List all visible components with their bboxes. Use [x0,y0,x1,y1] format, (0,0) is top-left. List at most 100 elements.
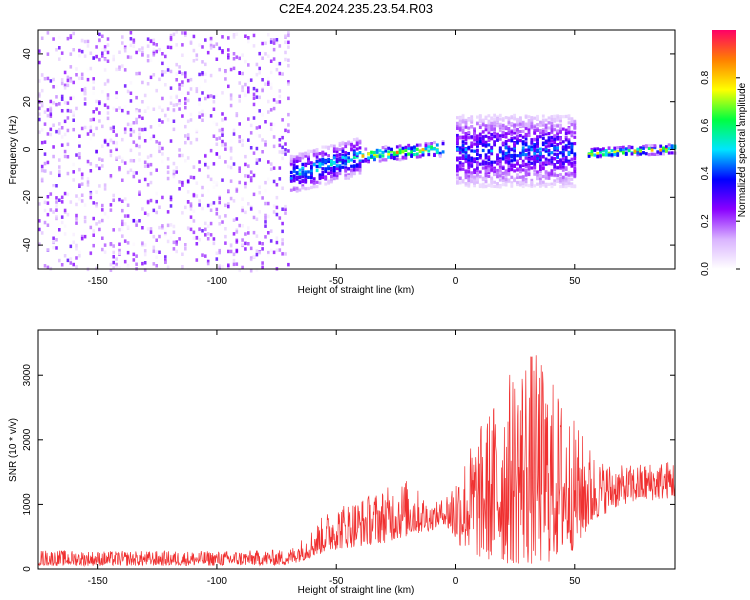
spectrogram-cell [307,170,310,174]
spectrogram-cell [49,132,53,137]
spectrogram-cell [344,168,348,172]
spectrogram-cell [470,141,474,145]
spectrogram-cell [510,139,514,143]
spectrogram-cell [547,158,551,162]
spectrogram-cell [550,160,554,164]
spectrogram-cell [327,181,330,185]
spectrogram-cell [527,128,531,132]
spectrogram-cell [610,153,614,157]
spectrogram-cell [330,180,333,184]
spectrogram-cell [46,132,50,136]
spectrogram-cell [58,46,61,50]
spectrogram-cell [513,178,516,182]
spectrogram-cell [347,156,350,160]
spectrogram-cell [155,255,158,259]
spectrogram-cell [112,140,115,145]
spectrogram-cell [126,250,130,255]
spectrogram-cell [458,126,462,130]
spectrogram-cell [55,95,58,99]
spectrogram-cell [186,98,190,103]
spectrogram-cell [83,89,87,93]
spectrogram-cell [487,135,491,140]
spectrogram-cell [567,127,571,131]
spectrogram-cell [556,155,559,159]
spectrogram-cell [355,139,359,144]
spectrogram-cell [287,82,290,86]
spectrogram-cell [287,149,290,153]
spectrogram-cell [292,177,296,181]
spectrogram-cell [501,123,505,127]
spectrogram-cell [204,254,207,258]
spectrogram-cell [292,179,296,183]
spectrogram-cell [467,136,471,140]
spectrogram-cell [298,172,302,176]
spectrogram-cell [524,165,528,169]
snr-x-axis-label: Height of straight line (km) [298,585,415,596]
spectrogram-cell [564,148,568,152]
spectrogram-cell [198,85,201,90]
spectrogram-cell [98,38,101,42]
spectrogram-cell [146,164,150,168]
spectrogram-cell [524,115,528,119]
spectrogram-cell [101,218,104,223]
spectrogram-cell [58,165,61,169]
spectrogram-cell [487,155,491,159]
spectrogram-cell [335,147,339,151]
spectrogram-cell [58,198,61,202]
spectrogram-cell [395,145,399,149]
spectrogram-cell [287,123,290,127]
spectrogram-cell [470,117,474,121]
spectrogram-cell [235,32,239,36]
spectrogram-cell [198,72,201,77]
spectrogram-cell [304,174,308,178]
spectrogram-cell [60,78,64,82]
spectrogram-cell [539,184,542,188]
spectrogram-cell [539,167,542,171]
spectrogram-cell [269,239,273,243]
spectrogram-cell [304,163,308,168]
spectrogram-cell [476,178,479,182]
spectrogram-cell [129,43,133,48]
spectrogram-cell [269,127,273,131]
spectrogram-cell [78,141,81,145]
spectrogram-cell [504,159,508,164]
spectrogram-cell [570,182,574,186]
y-tick-label: -40 [22,237,33,252]
spectrogram-cell [229,149,233,153]
spectrogram-cell [115,141,118,145]
spectrogram-cell [95,107,98,111]
spectrogram-cell [164,83,167,87]
spectrogram-cell [639,146,642,150]
spectrogram-cell [98,184,101,188]
spectrogram-cell [487,128,491,132]
spectrogram-cell [232,57,236,61]
spectrogram-cell [247,202,250,206]
spectrogram-cell [487,131,491,135]
spectrogram-cell [521,162,525,166]
spectrogram-cell [507,127,511,131]
spectrogram-cell [570,184,574,188]
spectrogram-cell [667,151,671,155]
spectrogram-cell [189,141,193,145]
spectrogram-cell [172,119,176,123]
spectrogram-cell [115,265,118,270]
spectrogram-cell [573,171,577,175]
spectrogram-cell [527,145,531,149]
spectrogram-cell [536,144,539,148]
spectrogram-cell [536,138,539,142]
spectrogram-cell [516,123,519,127]
spectrogram-cell [227,263,230,267]
spectrogram-cell [118,197,121,202]
spectrogram-cell [209,208,213,212]
spectrogram-cell [60,195,64,200]
spectrogram-cell [106,111,110,115]
spectrogram-cell [258,210,261,214]
spectrogram-cell [161,159,164,164]
spectrogram-cell [55,208,58,212]
spectrogram-cell [126,214,130,218]
spectrogram-cell [619,148,622,152]
spectrogram-cell [484,156,488,160]
spectrogram-cell [121,137,124,142]
spectrogram-cell [464,132,468,136]
spectrogram-cell [255,268,259,272]
